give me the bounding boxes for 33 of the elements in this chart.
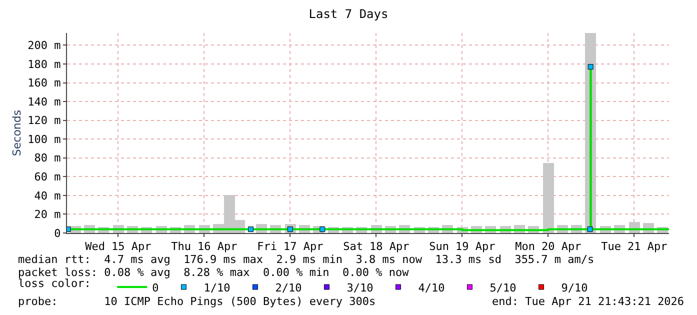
x-tick-label: Mon 20 Apr [515,240,582,254]
x-tick-label: Thu 16 Apr [171,240,238,254]
y-tick-label: 140 m [28,95,62,108]
y-tick-label: 120 m [28,114,62,128]
y-tick-label: 180 m [28,58,62,71]
text: packet loss: 0.08 % avg 8.28 % max 0.00 % min 0.00 % now [18,266,410,279]
chart-title: Last 7 Days [308,7,388,22]
y-tick-label: 160 m [28,76,62,90]
x-tick-label: Tue 21 Apr [601,240,668,254]
y-tick-label: 100 m [28,132,62,146]
legend-label: 5/10 [490,281,516,294]
y-tick-label: 60 m [34,170,62,184]
y-tick-label: 0 [54,226,61,240]
text: end: Tue Apr 21 21:43:21 2026 [492,295,684,308]
legend-label: 9/10 [561,281,588,294]
x-tick-label: Sun 19 Apr [429,240,496,254]
x-tick-label: Sat 18 Apr [343,240,410,254]
legend-label: 2/10 [275,281,302,294]
y-axis-title: Seconds [10,110,24,156]
y-tick-label: 80 m [34,152,62,165]
legend-label: 4/10 [418,281,445,294]
legend-title: loss color: [18,276,104,290]
legend-label: 0 [152,281,159,294]
y-tick-label: 200 m [28,39,62,52]
y-tick-label: 40 m [34,189,62,202]
x-tick-label: Fri 17 Apr [257,240,324,254]
x-tick-label: Wed 15 Apr [85,240,152,254]
bar [543,163,554,233]
text: probe: 10 ICMP Echo Pings (500 Bytes) every 300s [18,295,376,308]
y-tick-label: 20 m [34,208,62,222]
text: median rtt: 4.7 ms avg 176.9 ms max 2.9 ms min 3.8 ms now 13.3 ms sd 355.7 m am/s [18,253,594,266]
legend-label: 3/10 [346,281,374,294]
legend-label: 1/10 [204,281,230,294]
